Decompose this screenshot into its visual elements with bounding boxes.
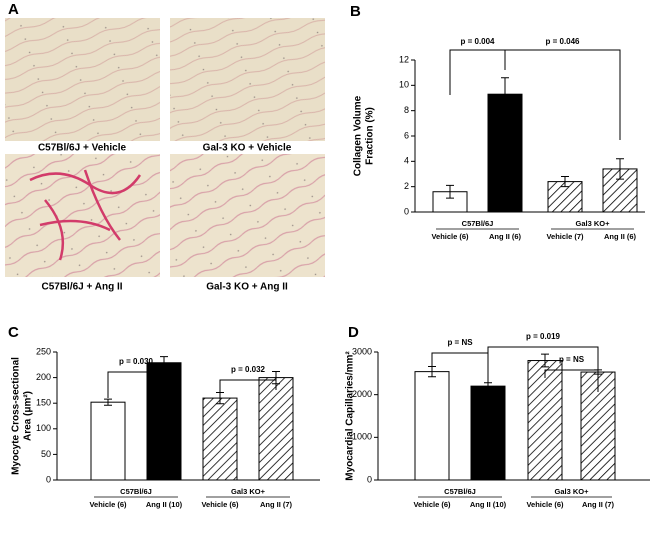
group-label: Gal3 KO+ (576, 219, 611, 228)
y-tick-label: 2000 (352, 389, 372, 399)
bracket (487, 346, 599, 398)
x-tick-label: Vehicle (6) (413, 500, 451, 509)
error-bar (561, 176, 569, 188)
x-tick-label: Vehicle (6) (431, 232, 469, 241)
group-label: Gal3 KO+ (555, 487, 590, 496)
bar (470, 385, 506, 481)
panel-letter: D (348, 324, 359, 341)
bar (202, 397, 238, 481)
x-tick-label: Ang II (6) (489, 232, 522, 241)
micrograph (170, 18, 325, 141)
x-tick-label: Ang II (6) (604, 232, 637, 241)
bracket (504, 49, 621, 140)
p-value: p = 0.030 (119, 357, 154, 366)
panel-letter: C (8, 324, 19, 341)
bar (258, 377, 294, 481)
caption: C57Bl/6J + Vehicle (38, 143, 127, 154)
y-tick-label: 0 (46, 474, 51, 484)
bar (487, 93, 523, 213)
x-tick-label: Vehicle (6) (526, 500, 564, 509)
panel-a: A C57Bl/6J + Vehicle Gal-3 KO + Vehicle … (5, 1, 325, 293)
y-tick-label: 4 (404, 156, 409, 166)
panel-letter: A (8, 1, 19, 18)
bar (414, 371, 450, 481)
error-bar (160, 356, 168, 370)
x-tick-label: Ang II (7) (582, 500, 615, 509)
panel-letter: B (350, 3, 361, 20)
y-axis-label: Fraction (%) (365, 107, 376, 165)
y-tick-label: 0 (404, 206, 409, 216)
p-value: p = NS (447, 338, 473, 347)
x-tick-label: Ang II (10) (470, 500, 507, 509)
x-tick-label: Ang II (7) (260, 500, 293, 509)
error-bar (104, 398, 112, 406)
p-value: p = 0.004 (460, 37, 495, 46)
y-axis-label: Area (μm²) (23, 391, 34, 441)
y-tick-label: 1000 (352, 432, 372, 442)
bar (90, 401, 126, 481)
group-label: C57Bl/6J (120, 487, 152, 496)
y-tick-label: 12 (399, 54, 409, 64)
bracket (107, 371, 165, 398)
x-tick-label: Vehicle (6) (89, 500, 127, 509)
y-tick-label: 250 (36, 346, 51, 356)
error-bar (501, 77, 509, 112)
y-tick-label: 150 (36, 398, 51, 408)
bar (146, 362, 182, 481)
micrograph (5, 154, 160, 277)
micrograph (170, 154, 325, 277)
p-value: p = 0.046 (545, 37, 580, 46)
y-axis-label: Myocardial Capillaries/mm² (345, 351, 356, 481)
y-tick-label: 200 (36, 372, 51, 382)
caption: Gal-3 KO + Vehicle (203, 143, 292, 154)
error-bar (616, 158, 624, 180)
p-value: p = NS (559, 355, 585, 364)
bracket (449, 49, 506, 95)
caption: Gal-3 KO + Ang II (206, 282, 288, 293)
x-tick-label: Ang II (10) (146, 500, 183, 509)
bracket (544, 369, 599, 392)
y-tick-label: 0 (367, 474, 372, 484)
y-tick-label: 6 (404, 130, 409, 140)
bracket (219, 379, 277, 400)
bar (527, 360, 563, 481)
group-label: Gal3 KO+ (231, 487, 266, 496)
y-tick-label: 10 (399, 80, 409, 90)
y-tick-label: 2 (404, 181, 409, 191)
micrograph (5, 18, 160, 141)
error-bar (541, 353, 549, 368)
y-axis-label: Myocyte Cross-sectional (11, 357, 22, 475)
p-value: p = 0.032 (231, 365, 266, 374)
y-tick-label: 100 (36, 423, 51, 433)
group-label: C57Bl/6J (444, 487, 476, 496)
caption: C57Bl/6J + Ang II (41, 282, 122, 293)
y-axis-label: Collagen Volume (353, 95, 364, 176)
y-tick-label: 50 (41, 449, 51, 459)
p-value: p = 0.019 (526, 332, 561, 341)
x-tick-label: Vehicle (6) (201, 500, 239, 509)
y-tick-label: 8 (404, 105, 409, 115)
fibrosis (29, 169, 142, 261)
group-label: C57Bl/6J (462, 219, 494, 228)
error-bar (446, 184, 454, 199)
y-tick-label: 3000 (352, 346, 372, 356)
x-tick-label: Vehicle (7) (546, 232, 584, 241)
